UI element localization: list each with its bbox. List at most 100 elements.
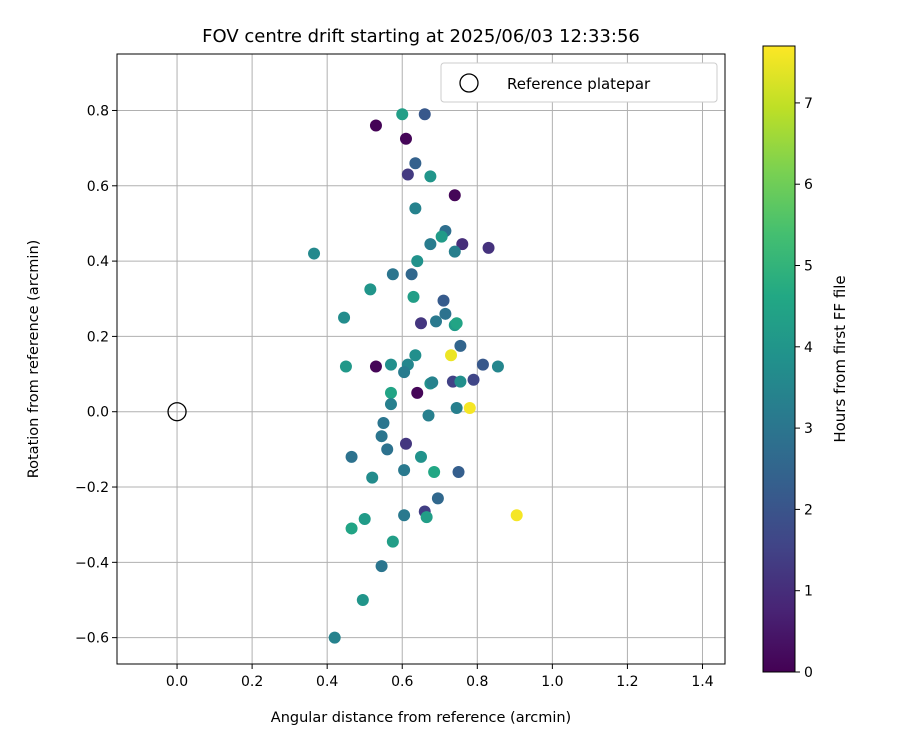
data-point — [339, 360, 352, 373]
y-axis-label: Rotation from reference (arcmin) — [26, 240, 42, 479]
colorbar: 0 1 2 3 4 5 6 7 Hours from first FF file — [762, 45, 849, 681]
data-point — [381, 443, 394, 456]
data-point — [399, 132, 412, 145]
legend-open-circle-icon — [459, 73, 479, 93]
x-tick-label: 1.4 — [691, 674, 713, 690]
data-point — [415, 450, 427, 463]
colorbar-tick-label: 1 — [804, 584, 813, 600]
data-point — [377, 417, 390, 430]
y-axis-ticks: −0.6 −0.4 −0.2 0.0 0.2 0.4 0.6 0.8 — [75, 103, 117, 647]
data-point — [398, 509, 411, 522]
data-point — [454, 375, 467, 388]
y-tick-label: −0.4 — [75, 555, 109, 571]
data-point — [418, 108, 431, 121]
data-point — [407, 290, 420, 303]
x-tick-label: 0.8 — [466, 674, 488, 690]
y-tick-label: −0.6 — [75, 631, 109, 647]
x-tick-label: 0.2 — [241, 674, 263, 690]
y-tick-label: 0.8 — [87, 103, 109, 119]
x-tick-label: 1.2 — [616, 674, 638, 690]
data-point — [386, 268, 399, 281]
data-point — [328, 631, 341, 644]
y-tick-label: 0.0 — [87, 405, 109, 421]
data-point — [450, 401, 463, 414]
x-tick-label: 1.0 — [541, 674, 563, 690]
data-point — [405, 268, 418, 281]
data-point — [482, 241, 495, 254]
data-point — [476, 358, 489, 371]
y-tick-label: 0.4 — [87, 254, 109, 270]
colorbar-tick-label: 7 — [804, 96, 813, 112]
colorbar-tick-label: 2 — [804, 502, 813, 518]
data-point — [386, 535, 399, 548]
data-point — [356, 593, 369, 606]
data-point — [424, 238, 437, 251]
data-point — [463, 401, 476, 414]
data-point — [467, 373, 480, 386]
y-tick-label: −0.2 — [75, 480, 109, 496]
data-point — [422, 409, 435, 422]
data-point — [452, 465, 465, 478]
colorbar-ticks: 0 1 2 3 4 5 6 7 — [795, 96, 813, 681]
data-point — [450, 317, 463, 330]
colorbar-gradient — [762, 45, 796, 673]
data-point — [437, 294, 450, 307]
data-points — [308, 108, 523, 644]
data-point — [435, 230, 448, 243]
colorbar-tick-label: 6 — [804, 177, 813, 193]
chart-title: FOV centre drift starting at 2025/06/03 … — [202, 26, 640, 47]
data-point — [510, 509, 523, 522]
data-point — [426, 376, 439, 389]
data-point — [398, 366, 411, 379]
data-point — [375, 560, 388, 573]
data-point — [396, 108, 409, 121]
legend-box — [440, 62, 718, 103]
data-point — [448, 189, 461, 202]
data-point — [411, 255, 424, 268]
data-point — [456, 238, 469, 251]
data-point — [439, 307, 452, 320]
data-point — [401, 168, 414, 181]
colorbar-tick-label: 3 — [804, 421, 813, 437]
legend-entry-label: Reference platepar — [507, 75, 651, 93]
x-axis-label: Angular distance from reference (arcmin) — [271, 710, 571, 726]
data-point — [384, 386, 397, 399]
data-point — [358, 513, 371, 526]
y-tick-label: 0.6 — [87, 179, 109, 195]
legend: Reference platepar — [440, 62, 718, 103]
x-tick-label: 0.4 — [316, 674, 338, 690]
data-point — [454, 339, 467, 352]
data-point — [375, 430, 388, 443]
data-point — [409, 349, 422, 362]
data-point — [420, 511, 433, 524]
data-point — [398, 464, 411, 477]
plot-frame — [116, 53, 726, 665]
reference-marker — [167, 402, 187, 422]
grid-lines — [117, 54, 725, 664]
colorbar-tick-label: 5 — [804, 259, 813, 275]
data-point — [308, 247, 321, 260]
data-point — [366, 471, 379, 484]
colorbar-tick-label: 0 — [804, 665, 813, 681]
data-point — [491, 360, 504, 373]
data-point — [409, 157, 422, 170]
data-point — [345, 450, 358, 463]
x-tick-label: 0.6 — [391, 674, 413, 690]
x-tick-label: 0.0 — [166, 674, 188, 690]
data-point — [428, 465, 441, 478]
data-point — [369, 119, 382, 132]
data-point — [411, 386, 424, 399]
colorbar-tick-label: 4 — [804, 340, 813, 356]
data-point — [384, 398, 397, 411]
data-point — [424, 170, 437, 183]
x-axis-ticks: 0.0 0.2 0.4 0.6 0.8 1.0 1.2 1.4 — [166, 664, 714, 690]
colorbar-label: Hours from first FF file — [831, 275, 849, 442]
data-point — [448, 245, 461, 258]
data-point — [369, 360, 382, 373]
data-point — [445, 349, 458, 362]
data-point — [345, 522, 358, 535]
data-point — [430, 315, 443, 328]
data-point — [399, 437, 412, 450]
data-point — [415, 317, 427, 330]
